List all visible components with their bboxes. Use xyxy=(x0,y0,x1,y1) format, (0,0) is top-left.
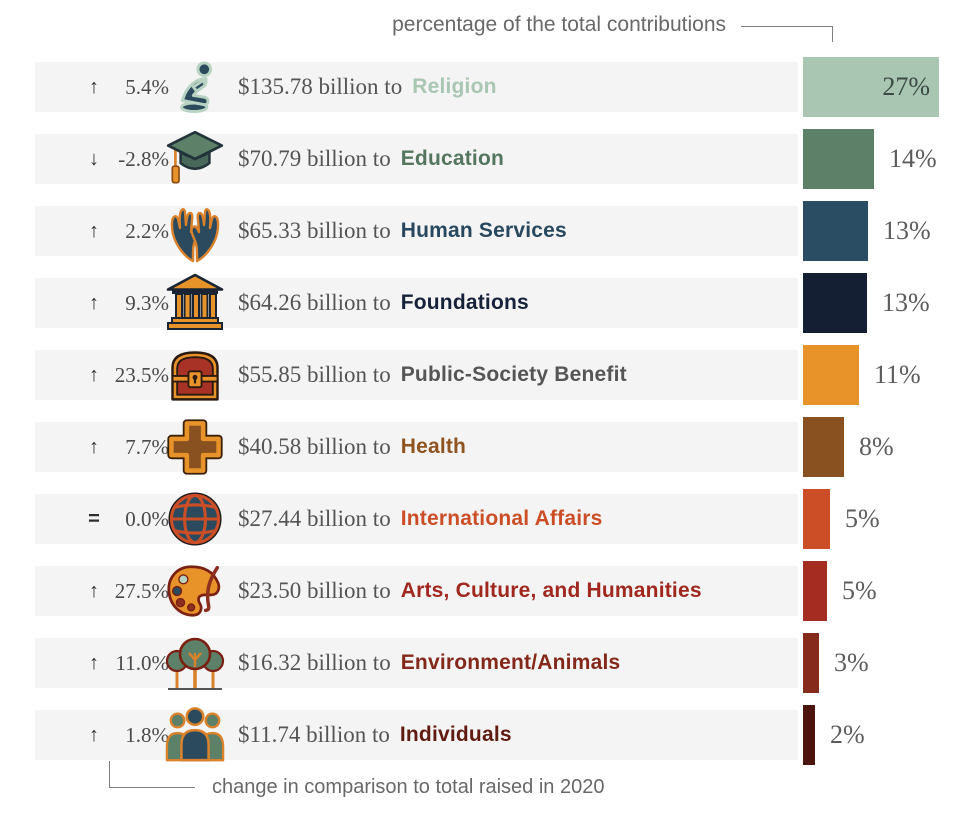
change-arrow-icon: ↑ xyxy=(89,579,99,602)
change-arrow-icon: ↑ xyxy=(89,651,99,674)
change-percent: 11.0% xyxy=(115,651,169,675)
graduation-cap-icon xyxy=(166,130,224,184)
change-arrow-icon: ↑ xyxy=(89,291,99,314)
category-label: Arts, Culture, and Humanities xyxy=(400,579,702,602)
contribution-row: ↑ 23.5% $55.85 billion to Public-Society… xyxy=(35,345,921,405)
header-connector-line xyxy=(741,26,833,42)
percentage-bar xyxy=(803,201,868,261)
change-arrow-icon: ↑ xyxy=(89,363,99,386)
category-icon-box xyxy=(161,700,229,770)
percentage-bar xyxy=(803,705,815,765)
category-icon-box xyxy=(161,628,229,698)
percentage-bar xyxy=(803,489,830,549)
amount-text: $64.26 billion to xyxy=(238,290,391,315)
category-label: Foundations xyxy=(400,291,529,314)
category-icon-box xyxy=(161,196,229,266)
globe-icon xyxy=(168,492,222,546)
change-arrow-icon: ↑ xyxy=(89,435,99,458)
health-cross-icon xyxy=(167,419,223,475)
footer-note: change in comparison to total raised in … xyxy=(212,776,605,798)
amount-text: $27.44 billion to xyxy=(238,506,391,531)
percentage-label: 3% xyxy=(834,648,869,677)
change-percent: 0.0% xyxy=(125,507,169,531)
contribution-row: ↑ 7.7% $40.58 billion to Health 8% xyxy=(35,417,894,477)
percentage-label: 2% xyxy=(830,720,865,749)
category-icon-box xyxy=(161,412,229,482)
percentage-label: 5% xyxy=(845,504,880,533)
percentage-bar xyxy=(803,633,819,693)
change-percent: 9.3% xyxy=(125,291,169,315)
category-label: Environment/Animals xyxy=(400,651,621,674)
category-label: Health xyxy=(400,435,467,458)
category-icon-box xyxy=(161,340,229,410)
percentage-label: 14% xyxy=(889,144,937,173)
percentage-bar xyxy=(803,273,867,333)
percentage-label: 8% xyxy=(859,432,894,461)
category-label: Public-Society Benefit xyxy=(400,363,627,386)
change-percent: -2.8% xyxy=(118,147,169,171)
amount-text: $65.33 billion to xyxy=(238,218,391,243)
change-percent: 7.7% xyxy=(125,435,169,459)
amount-text: $135.78 billion to xyxy=(238,74,403,99)
contribution-row: ↑ 1.8% $11.74 billion to Individuals 2% xyxy=(35,705,865,765)
amount-text: $23.50 billion to xyxy=(238,578,391,603)
contribution-row: ↑ 2.2% $65.33 billion to Human Services … xyxy=(35,201,931,263)
category-label: Education xyxy=(400,147,505,170)
treasure-chest-icon xyxy=(171,351,219,401)
category-icon-box xyxy=(161,484,229,554)
percentage-bar xyxy=(803,345,859,405)
contribution-row: ↑ 9.3% $64.26 billion to Foundations 13% xyxy=(35,273,930,333)
change-arrow-icon: = xyxy=(88,507,100,530)
change-arrow-icon: ↑ xyxy=(89,75,99,98)
percentage-label: 5% xyxy=(842,576,877,605)
category-label: Human Services xyxy=(400,219,567,242)
trees-icon xyxy=(165,637,225,690)
contribution-row: ↑ 27.5% $23.50 billion to Arts, Culture,… xyxy=(35,561,877,621)
contribution-row: ↑ 11.0% $16.32 billion to Environment/An… xyxy=(35,633,869,693)
contribution-row: ↑ 5.4% $135.78 billion to Religion 27% xyxy=(35,57,939,117)
change-percent: 27.5% xyxy=(114,579,169,603)
category-label: Individuals xyxy=(399,723,512,746)
category-icon-box xyxy=(161,124,229,194)
category-label: International Affairs xyxy=(400,507,603,530)
footer-connector-line xyxy=(109,761,195,788)
amount-text: $55.85 billion to xyxy=(238,362,391,387)
percentage-bar xyxy=(803,561,827,621)
bank-building-icon xyxy=(166,273,224,330)
change-percent: 5.4% xyxy=(125,75,169,99)
people-group-icon xyxy=(165,707,225,762)
header-note: percentage of the total contributions xyxy=(392,13,726,36)
change-arrow-icon: ↓ xyxy=(89,147,99,170)
percentage-bar xyxy=(803,129,874,189)
contribution-row: ↓ -2.8% $70.79 billion to Education 14% xyxy=(35,129,937,189)
amount-text: $40.58 billion to xyxy=(238,434,391,459)
percentage-label: 27% xyxy=(882,72,930,101)
change-arrow-icon: ↑ xyxy=(89,219,99,242)
category-label: Religion xyxy=(412,75,497,98)
praying-person-icon xyxy=(180,61,213,113)
art-palette-icon xyxy=(167,565,221,617)
percentage-label: 13% xyxy=(883,216,931,245)
category-icon-box xyxy=(161,268,229,338)
percentage-bar: 27% xyxy=(803,57,939,117)
amount-text: $16.32 billion to xyxy=(238,650,391,675)
change-percent: 1.8% xyxy=(125,723,169,747)
percentage-label: 11% xyxy=(874,360,921,389)
open-hands-icon xyxy=(170,208,220,263)
category-icon-box xyxy=(161,556,229,626)
percentage-label: 13% xyxy=(882,288,930,317)
category-icon-box xyxy=(161,52,229,122)
percentage-bar xyxy=(803,417,844,477)
contribution-row: = 0.0% $27.44 billion to International A… xyxy=(35,489,880,549)
change-percent: 23.5% xyxy=(114,363,169,387)
amount-text: $70.79 billion to xyxy=(238,146,391,171)
change-percent: 2.2% xyxy=(125,219,169,243)
change-arrow-icon: ↑ xyxy=(89,723,99,746)
amount-text: $11.74 billion to xyxy=(238,722,390,747)
